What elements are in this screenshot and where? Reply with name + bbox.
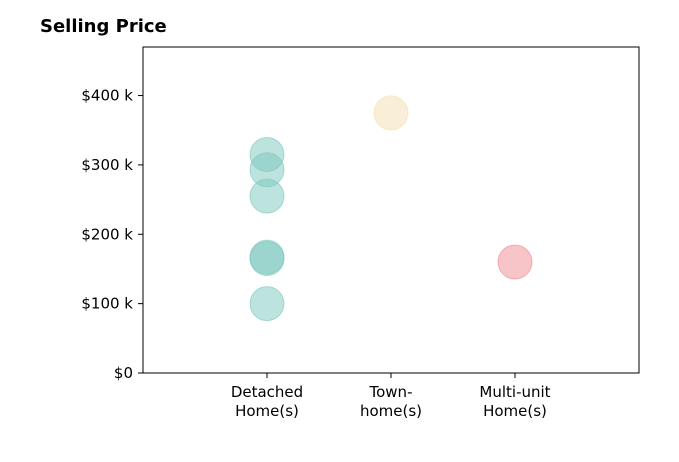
y-tick-label: $100 k: [81, 295, 133, 313]
data-point: [373, 95, 409, 131]
y-tick-label: $400 k: [81, 87, 133, 105]
x-tick-label: Multi-unit Home(s): [479, 383, 550, 420]
data-point: [249, 178, 285, 214]
x-tick-label: Town-home(s): [360, 383, 422, 420]
x-axis: Detached Home(s) Town-home(s) Multi-unit Hom…: [231, 373, 551, 420]
data-point: [249, 241, 285, 277]
y-tick-label: $0: [114, 364, 133, 382]
data-points: [249, 95, 533, 322]
y-tick-label: $300 k: [81, 156, 133, 174]
y-tick-label: $200 k: [81, 225, 133, 243]
x-tick-label: Detached Home(s): [231, 383, 303, 420]
data-point: [497, 244, 533, 280]
chart-title: Selling Price: [40, 16, 167, 37]
data-point: [249, 286, 285, 322]
y-axis: $0 $100 k $200 k $300 k $400 k: [81, 87, 143, 382]
